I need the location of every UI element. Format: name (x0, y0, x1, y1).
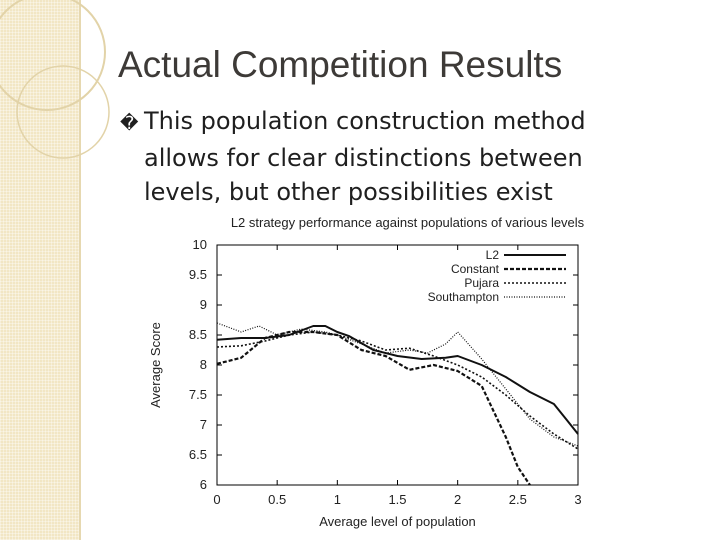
x-tick-label: 1 (334, 492, 341, 507)
series-line-southampton (216, 322, 579, 447)
y-axis-label: Average Score (148, 322, 163, 408)
y-tick-label: 7 (200, 417, 207, 432)
x-tick-label: 2 (454, 492, 461, 507)
y-tick-label: 7.5 (189, 387, 207, 402)
y-tick-label: 6 (200, 477, 207, 492)
legend-label-constant: Constant (451, 262, 500, 276)
bullet-glyph: � (120, 113, 139, 134)
y-tick-label: 9 (200, 297, 207, 312)
x-tick-label: 3 (574, 492, 581, 507)
plot-frame (216, 244, 579, 486)
line-chart: L2 strategy performance against populati… (148, 215, 585, 529)
chart-title: L2 strategy performance against populati… (231, 215, 585, 230)
y-tick-label: 9.5 (189, 267, 207, 282)
x-tick-label: 2.5 (509, 492, 527, 507)
bullet-text: This population construction method allo… (144, 107, 586, 206)
y-tick-label: 6.5 (189, 447, 207, 462)
x-tick-label: 1.5 (388, 492, 406, 507)
x-tick-label: 0.5 (268, 492, 286, 507)
x-tick-label: 0 (213, 492, 220, 507)
series-line-constant (216, 330, 531, 486)
legend-label-southampton: Southampton (428, 290, 499, 304)
legend-label-l2: L2 (486, 248, 500, 262)
slide-title: Actual Competition Results (118, 44, 563, 85)
y-tick-label: 8 (200, 357, 207, 372)
x-axis-label: Average level of population (319, 514, 476, 529)
decorative-side-stripe (0, 0, 80, 540)
legend-label-pujara: Pujara (464, 276, 499, 290)
bullet-point: � This population construction method all… (120, 104, 664, 209)
y-tick-label: 8.5 (189, 327, 207, 342)
series-line-l2 (216, 325, 579, 435)
y-tick-label: 10 (193, 237, 207, 252)
series-line-pujara (216, 331, 579, 450)
